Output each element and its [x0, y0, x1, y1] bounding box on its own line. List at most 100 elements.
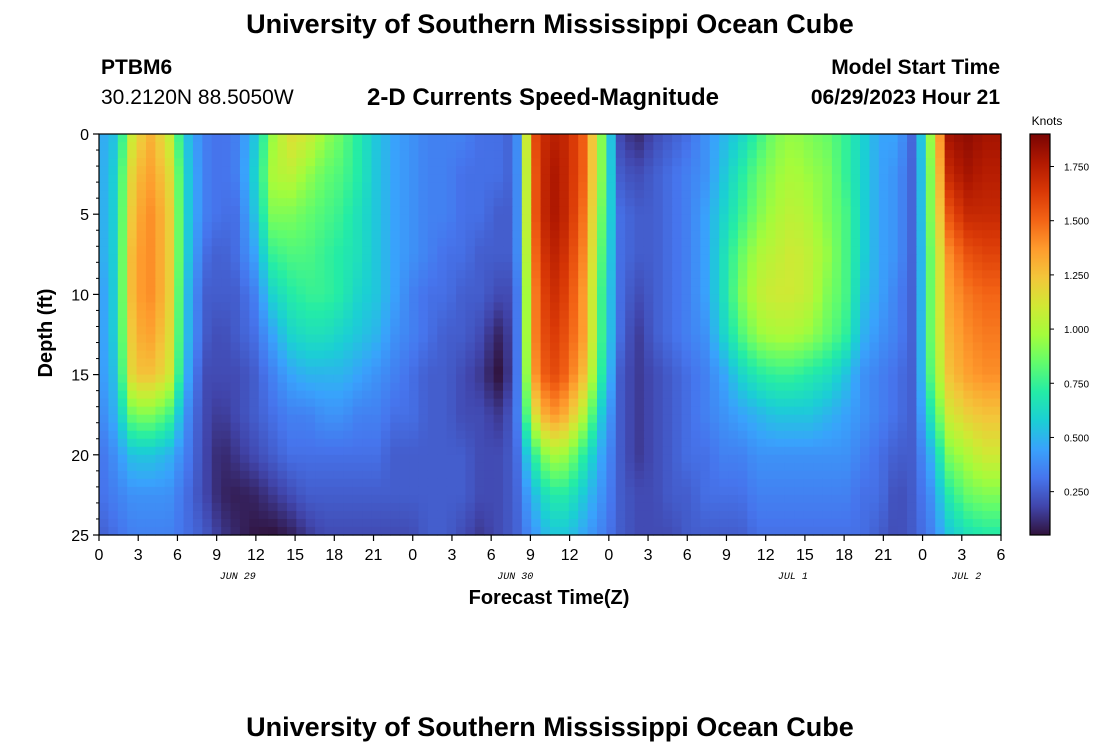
- heatmap-cell: [371, 358, 382, 368]
- heatmap-cell: [99, 206, 109, 215]
- heatmap-cell: [174, 470, 185, 480]
- heatmap-cell: [145, 246, 156, 255]
- heatmap-cell: [559, 278, 570, 287]
- heatmap-cell: [756, 446, 767, 456]
- heatmap-cell: [164, 406, 175, 416]
- heatmap-cell: [794, 526, 805, 536]
- heatmap-cell: [418, 302, 429, 312]
- heatmap-cell: [136, 406, 147, 416]
- heatmap-cell: [521, 158, 532, 167]
- heatmap-cell: [315, 278, 326, 287]
- heatmap-cell: [831, 398, 842, 408]
- heatmap-cell: [596, 190, 607, 199]
- heatmap-cell: [813, 190, 824, 199]
- heatmap-cell: [878, 318, 889, 328]
- heatmap-cell: [268, 382, 279, 392]
- heatmap-cell: [747, 462, 758, 472]
- heatmap-cell: [681, 486, 692, 496]
- heatmap-cell: [221, 310, 232, 320]
- heatmap-cell: [258, 454, 269, 464]
- heatmap-cell: [559, 358, 570, 368]
- heatmap-cell: [709, 150, 720, 159]
- heatmap-cell: [747, 510, 758, 520]
- heatmap-cell: [954, 430, 965, 440]
- heatmap-cell: [211, 206, 222, 215]
- heatmap-cell: [343, 238, 354, 247]
- heatmap-cell: [249, 358, 260, 368]
- heatmap-cell: [709, 190, 720, 199]
- heatmap-cell: [305, 422, 316, 432]
- heatmap-cell: [277, 254, 288, 263]
- heatmap-cell: [672, 502, 683, 512]
- heatmap-cell: [202, 150, 213, 159]
- heatmap-cell: [540, 174, 551, 183]
- heatmap-cell: [484, 270, 495, 279]
- heatmap-cell: [888, 278, 899, 287]
- heatmap-cell: [775, 334, 786, 344]
- heatmap-cell: [521, 366, 532, 376]
- heatmap-cell: [305, 222, 316, 231]
- heatmap-cell: [286, 206, 297, 215]
- heatmap-cell: [474, 350, 485, 360]
- heatmap-cell: [446, 302, 457, 312]
- heatmap-cell: [775, 470, 786, 480]
- heatmap-cell: [174, 406, 185, 416]
- heatmap-cell: [296, 406, 307, 416]
- heatmap-cell: [606, 174, 617, 183]
- heatmap-cell: [174, 478, 185, 488]
- heatmap-cell: [427, 366, 438, 376]
- heatmap-cell: [465, 398, 476, 408]
- heatmap-cell: [493, 310, 504, 320]
- heatmap-cell: [831, 150, 842, 159]
- heatmap-cell: [521, 382, 532, 392]
- heatmap-cell: [606, 366, 617, 376]
- heatmap-cell: [174, 310, 185, 320]
- heatmap-cell: [183, 286, 194, 295]
- heatmap-cell: [719, 358, 730, 368]
- heatmap-cell: [672, 246, 683, 255]
- heatmap-cell: [371, 254, 382, 263]
- heatmap-cell: [211, 310, 222, 320]
- heatmap-cell: [813, 294, 824, 304]
- heatmap-cell: [333, 494, 344, 504]
- heatmap-cell: [117, 310, 128, 320]
- heatmap-cell: [982, 254, 993, 263]
- heatmap-cell: [493, 486, 504, 496]
- heatmap-cell: [925, 134, 936, 143]
- heatmap-cell: [437, 494, 448, 504]
- heatmap-cell: [371, 438, 382, 448]
- heatmap-cell: [258, 174, 269, 183]
- heatmap-cell: [108, 366, 119, 376]
- heatmap-cell: [465, 166, 476, 175]
- heatmap-cell: [183, 142, 194, 151]
- heatmap-cell: [286, 278, 297, 287]
- heatmap-cell: [982, 510, 993, 520]
- heatmap-cell: [418, 334, 429, 344]
- heatmap-cell: [615, 294, 626, 304]
- heatmap-cell: [268, 478, 279, 488]
- heatmap-cell: [568, 198, 579, 207]
- heatmap-cell: [568, 430, 579, 440]
- heatmap-cell: [352, 238, 363, 247]
- heatmap-cell: [775, 294, 786, 304]
- heatmap-cell: [540, 446, 551, 456]
- heatmap-cell: [869, 366, 880, 376]
- heatmap-cell: [127, 238, 138, 247]
- heatmap-cell: [888, 438, 899, 448]
- heatmap-cell: [136, 174, 147, 183]
- heatmap-cell: [296, 302, 307, 312]
- heatmap-cell: [897, 470, 908, 480]
- heatmap-cell: [700, 270, 711, 279]
- heatmap-cell: [550, 238, 560, 247]
- heatmap-cell: [418, 150, 429, 159]
- heatmap-cell: [493, 358, 504, 368]
- heatmap-cell: [409, 478, 420, 488]
- heatmap-cell: [352, 518, 363, 528]
- heatmap-cell: [145, 342, 156, 352]
- heatmap-cell: [286, 246, 297, 255]
- heatmap-cell: [474, 222, 485, 231]
- heatmap-cell: [634, 486, 645, 496]
- heatmap-cell: [136, 182, 147, 191]
- heatmap-cell: [512, 222, 523, 231]
- heatmap-cell: [221, 446, 232, 456]
